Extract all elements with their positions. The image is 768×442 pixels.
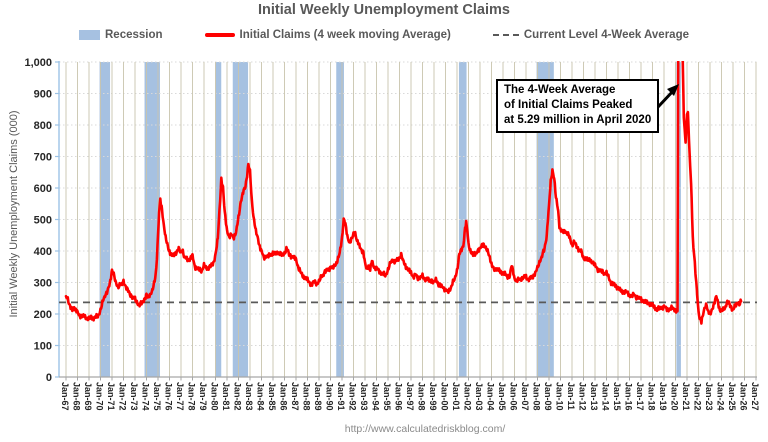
x-tick-label: Jan-88 (302, 382, 312, 411)
x-tick-label: Jan-74 (141, 382, 151, 411)
y-tick-label: 600 (34, 183, 52, 195)
x-tick-label: Jan-07 (520, 382, 530, 411)
x-tick-label: Jan-03 (474, 382, 484, 411)
x-tick-label: Jan-23 (704, 382, 714, 411)
x-tick-label: Jan-80 (210, 382, 220, 411)
claims-line-swatch-icon (204, 33, 235, 37)
x-tick-label: Jan-27 (750, 382, 760, 411)
y-tick-label: 0 (46, 372, 52, 384)
legend-label-recession: Recession (105, 29, 163, 41)
legend-label-initial-claims: Initial Claims (4 week moving Average) (239, 29, 451, 41)
y-tick-label: 400 (34, 246, 52, 258)
x-tick-label: Jan-20 (670, 382, 680, 411)
x-tick-label: Jan-11 (566, 382, 576, 410)
x-tick-label: Jan-95 (382, 382, 392, 411)
legend-label-current-level: Current Level 4-Week Average (523, 29, 689, 41)
x-tick-label: Jan-22 (693, 382, 703, 411)
peak-annotation-box: The 4-Week Average of Initial Claims Pea… (496, 79, 660, 133)
source-url-link[interactable]: http://www.calculatedriskblog.com/ (344, 423, 506, 435)
annotation-line-2: of Initial Claims Peaked (504, 99, 633, 111)
recession-band (458, 62, 467, 377)
x-tick-label: Jan-73 (129, 382, 139, 411)
x-tick-label: Jan-91 (336, 382, 346, 411)
x-tick-label: Jan-97 (405, 382, 415, 411)
x-tick-label: Jan-17 (635, 382, 645, 411)
x-tick-label: Jan-83 (244, 382, 254, 411)
annotation-arrowhead-icon (667, 84, 679, 96)
x-tick-label: Jan-00 (440, 382, 450, 411)
x-tick-label: Jan-01 (451, 382, 461, 411)
x-tick-label: Jan-86 (279, 382, 289, 411)
x-tick-label: Jan-26 (739, 382, 749, 411)
recession-band (536, 62, 554, 377)
x-tick-label: Jan-96 (394, 382, 404, 411)
x-tick-label: Jan-70 (95, 382, 105, 411)
chart-title: Initial Weekly Unemployment Claims (258, 2, 510, 18)
y-tick-label: 200 (34, 309, 52, 321)
y-tick-label: 1,000 (24, 57, 52, 69)
x-tick-label: Jan-78 (187, 382, 197, 411)
x-tick-label: Jan-21 (681, 382, 691, 411)
x-tick-label: Jan-18 (647, 382, 657, 411)
x-tick-label: Jan-77 (175, 382, 185, 411)
x-tick-label: Jan-10 (555, 382, 565, 411)
x-tick-label: Jan-76 (164, 382, 174, 411)
x-tick-label: Jan-72 (118, 382, 128, 411)
x-tick-label: Jan-75 (152, 382, 162, 411)
legend-item-current-level: Current Level 4-Week Average (492, 29, 689, 41)
x-tick-label: Jan-13 (589, 382, 599, 411)
x-tick-label: Jan-04 (486, 382, 496, 411)
x-tick-label: Jan-16 (624, 382, 634, 411)
x-tick-label: Jan-67 (60, 382, 70, 411)
x-tick-label: Jan-08 (532, 382, 542, 411)
x-tick-label: Jan-85 (267, 382, 277, 411)
x-tick-label: Jan-93 (359, 382, 369, 411)
chart-legend: Recession Initial Claims (4 week moving … (0, 29, 768, 41)
x-tick-label: Jan-99 (428, 382, 438, 411)
x-tick-label: Jan-90 (325, 382, 335, 411)
recession-swatch-icon (79, 30, 100, 40)
y-tick-label: 800 (34, 120, 52, 132)
x-tick-label: Jan-06 (509, 382, 519, 411)
y-tick-label: 500 (34, 215, 52, 227)
y-tick-label: 900 (34, 89, 52, 101)
x-tick-label: Jan-69 (83, 382, 93, 411)
x-tick-label: Jan-87 (290, 382, 300, 411)
x-tick-label: Jan-81 (221, 382, 231, 411)
legend-item-recession: Recession (79, 29, 163, 41)
x-tick-label: Jan-05 (497, 382, 507, 411)
current-level-swatch-icon (492, 34, 519, 36)
x-tick-label: Jan-82 (233, 382, 243, 411)
x-tick-label: Jan-14 (601, 382, 611, 411)
annotation-line-3: at 5.29 million in April 2020 (504, 114, 652, 126)
x-tick-label: Jan-24 (716, 382, 726, 411)
y-tick-label: 300 (34, 278, 52, 290)
y-tick-label: 700 (34, 152, 52, 164)
x-tick-label: Jan-84 (256, 382, 266, 411)
annotation-line-1: The 4-Week Average (504, 84, 616, 96)
x-tick-label: Jan-12 (578, 382, 588, 411)
x-tick-label: Jan-89 (313, 382, 323, 411)
x-tick-label: Jan-15 (612, 382, 622, 411)
x-tick-label: Jan-79 (198, 382, 208, 411)
legend-item-initial-claims: Initial Claims (4 week moving Average) (204, 29, 451, 41)
x-tick-label: Jan-09 (543, 382, 553, 411)
recession-band (99, 62, 111, 377)
x-tick-label: Jan-19 (658, 382, 668, 411)
x-tick-label: Jan-94 (371, 382, 381, 411)
x-tick-label: Jan-98 (417, 382, 427, 411)
initial-claims-line (64, 61, 743, 325)
x-tick-label: Jan-92 (348, 382, 358, 411)
x-tick-label: Jan-71 (106, 382, 116, 411)
x-tick-label: Jan-02 (463, 382, 473, 411)
x-tick-label: Jan-25 (727, 382, 737, 411)
y-tick-label: 100 (34, 341, 52, 353)
x-tick-label: Jan-68 (72, 382, 82, 411)
